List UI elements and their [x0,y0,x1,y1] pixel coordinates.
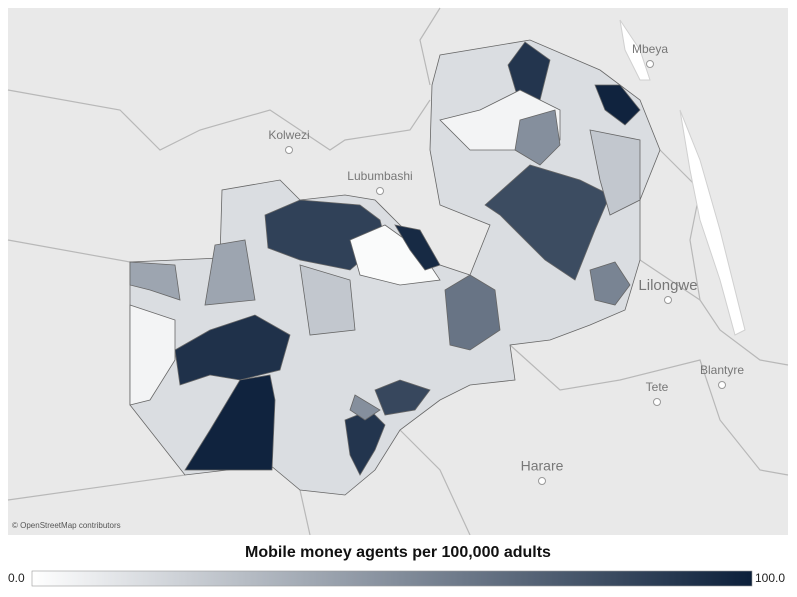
district [394,224,441,271]
city-label: Kolwezi [268,128,309,142]
city-label: Lubumbashi [347,169,412,183]
border [7,239,131,263]
border [7,89,431,151]
city-marker [718,381,726,389]
lake [679,109,746,336]
color-scale [31,570,753,587]
district [589,261,631,306]
city-marker [285,146,293,154]
city-label: Lilongwe [638,277,697,294]
city-labels: Mbeya Kolwezi Lubumbashi Lilongwe Blantyre Te… [268,42,744,485]
city-label: Blantyre [700,363,744,377]
legend-panel [0,535,797,597]
border [7,474,186,501]
border [399,429,471,536]
border [509,344,789,476]
district [129,261,181,301]
legend-title: Mobile money agents per 100,000 adults [245,544,551,561]
district [589,129,641,216]
district [184,374,276,471]
district [484,164,611,281]
legend-max-label: 100.0 [755,571,785,585]
district [174,314,291,386]
attribution: © OpenStreetMap contributors [12,521,121,530]
city-marker [646,60,654,68]
district [514,109,561,166]
border [419,7,441,86]
district [374,379,431,416]
district [299,264,356,336]
city-marker [538,477,546,485]
city-marker [653,398,661,406]
district [349,394,381,421]
district [129,304,176,406]
city-marker [376,187,384,195]
districts [129,39,661,496]
border [299,489,311,536]
lake [619,19,651,81]
city-label: Mbeya [632,42,668,56]
district [349,224,441,286]
district [444,274,501,351]
city-label: Harare [521,458,564,474]
city-label: Tete [646,380,669,394]
city-marker [664,296,672,304]
district [204,239,256,306]
district [594,84,641,126]
legend-min-label: 0.0 [8,571,25,585]
border [639,259,701,301]
